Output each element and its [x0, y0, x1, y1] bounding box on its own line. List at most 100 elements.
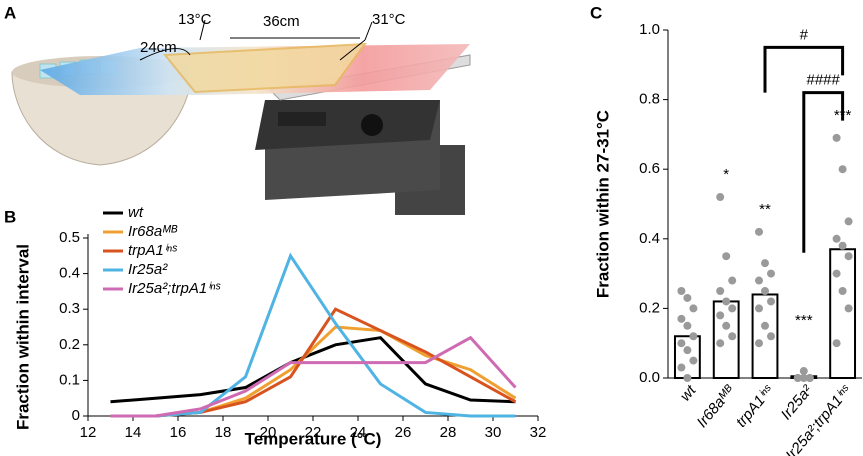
data-point: [832, 269, 841, 278]
x-tick-label: 28: [440, 424, 457, 441]
comparison-label: #: [800, 26, 809, 43]
x-tick-label: Ir25a²: [778, 381, 817, 423]
y-axis-title: Fraction within 27-31°C: [593, 110, 612, 298]
x-tick-label: trpA1ⁱⁿˢ: [733, 381, 778, 430]
x-tick-label: 22: [305, 424, 322, 441]
width-label: 24cm: [140, 39, 177, 56]
significance-label: **: [759, 201, 771, 218]
data-point: [683, 374, 692, 382]
legend-label: trpA1ⁱⁿˢ: [128, 242, 178, 259]
x-tick-label: Ir68aᴹᴮ: [694, 382, 739, 431]
data-point: [716, 287, 725, 295]
data-point: [716, 311, 725, 320]
data-point: [799, 374, 808, 382]
y-tick-label: 0.3: [59, 300, 80, 317]
data-point: [767, 297, 775, 306]
x-tick-label: 14: [125, 424, 142, 441]
x-tick-label: 20: [260, 424, 277, 441]
data-point: [722, 297, 731, 306]
data-point: [838, 287, 847, 295]
data-point: [728, 332, 737, 341]
y-tick-label: 0: [72, 407, 80, 424]
data-point: [767, 269, 775, 278]
data-point: [683, 346, 692, 355]
hot-label: 31°C: [372, 11, 406, 28]
data-point: [767, 332, 775, 341]
data-point: [728, 276, 737, 285]
comparison-bracket: [763, 45, 845, 93]
data-point: [844, 252, 853, 261]
data-point: [844, 217, 853, 226]
data-point: [677, 287, 686, 295]
data-point: [793, 374, 802, 382]
significance-label: *: [723, 166, 729, 183]
legend-label: wt: [128, 204, 144, 221]
data-point: [716, 339, 725, 348]
data-point: [683, 321, 692, 330]
data-point: [755, 276, 763, 285]
panel-label: A: [4, 3, 16, 22]
legend-label: Ir25a²;trpA1ⁱⁿˢ: [128, 280, 221, 297]
data-point: [799, 367, 808, 376]
y-tick-label: 0.5: [59, 229, 80, 246]
y-tick-label: 0.4: [59, 265, 80, 282]
data-point: [683, 293, 692, 302]
panel-label: C: [590, 3, 602, 22]
comparison-bracket: [802, 91, 845, 253]
comparison-label: ####: [807, 72, 841, 89]
x-tick-label: 24: [350, 424, 367, 441]
series-line: [110, 336, 516, 404]
y-tick-label: 0.0: [639, 369, 660, 386]
x-axis-title: Temperature (°C): [245, 429, 382, 448]
data-point: [689, 356, 698, 365]
y-tick-label: 0.1: [59, 371, 80, 388]
x-tick-label: 18: [215, 424, 232, 441]
x-tick-label: 32: [530, 424, 547, 441]
data-point: [838, 165, 847, 174]
data-point: [761, 287, 769, 295]
x-tick-label: 30: [485, 424, 502, 441]
data-point: [677, 363, 686, 372]
data-point: [689, 332, 698, 341]
data-point: [716, 193, 725, 202]
data-point: [805, 374, 814, 382]
y-tick-label: 0.2: [639, 299, 660, 316]
arrows: [199, 19, 373, 41]
data-point: [761, 321, 769, 330]
data-point: [755, 227, 763, 236]
y-tick-label: 0.8: [639, 91, 660, 108]
measure-lines: [139, 37, 366, 61]
bar: [829, 248, 857, 379]
cold-label: 13°C: [178, 11, 212, 28]
y-axis-title: Fraction within interval: [13, 244, 32, 430]
data-point: [755, 339, 763, 348]
data-point: [838, 241, 847, 250]
data-point: [832, 339, 841, 348]
series-line: [110, 252, 516, 418]
data-point: [677, 339, 686, 348]
length-label: 36cm: [263, 13, 300, 30]
x-tick-label: wt: [677, 382, 700, 405]
illustration: A 13°C 31°C 36cm 24cm: [4, 3, 471, 215]
x-tick-label: 26: [395, 424, 412, 441]
hotplate-display: [278, 112, 326, 126]
arena: [162, 42, 368, 94]
y-tick-label: 1.0: [639, 21, 660, 38]
data-point: [761, 259, 769, 268]
y-tick-label: 0.2: [59, 336, 80, 353]
x-tick-label: 12: [80, 424, 97, 441]
data-point: [728, 304, 737, 313]
data-point: [722, 252, 731, 261]
significance-label: ***: [795, 312, 813, 329]
data-point: [832, 133, 841, 142]
y-tick-label: 0.6: [639, 160, 660, 177]
data-point: [689, 304, 698, 313]
data-point: [755, 304, 763, 313]
data-point: [832, 234, 841, 243]
series-line: [110, 335, 517, 418]
data-point: [844, 304, 853, 313]
x-tick-label: 16: [170, 424, 187, 441]
panel-label: B: [4, 207, 16, 226]
data-point: [722, 321, 731, 330]
